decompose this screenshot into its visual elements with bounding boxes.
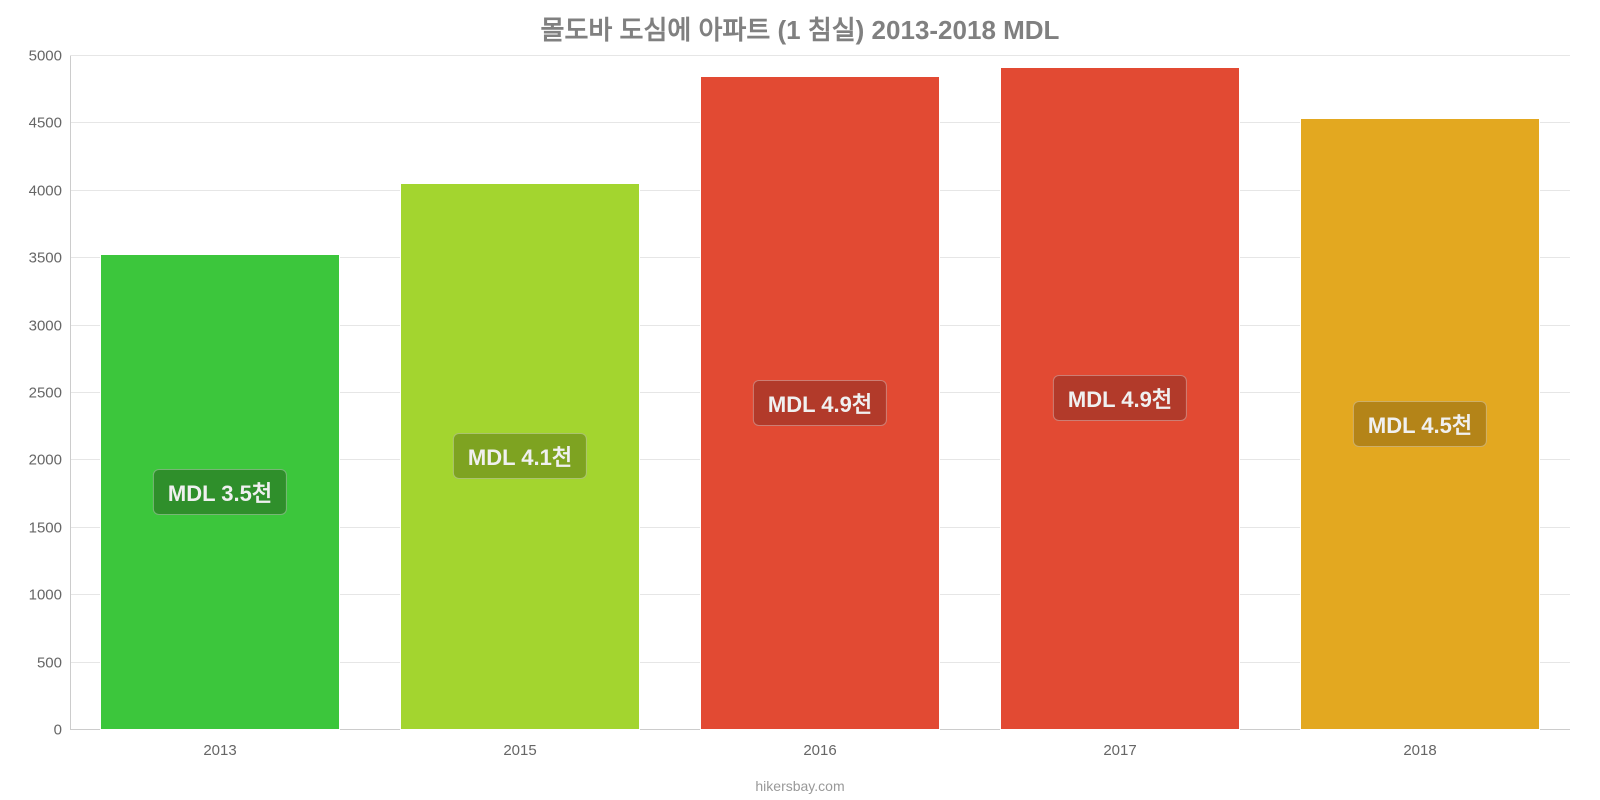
chart-container: 몰도바 도심에 아파트 (1 침실) 2013-2018 MDL MDL 3.5… — [0, 0, 1600, 800]
bar-value-label: MDL 4.9천 — [1053, 375, 1187, 421]
y-tick-label: 2000 — [29, 452, 70, 469]
y-tick-label: 3000 — [29, 317, 70, 334]
bar: MDL 4.9천 — [1000, 67, 1240, 730]
bar-value-label: MDL 4.9천 — [753, 380, 887, 426]
y-tick-label: 2500 — [29, 385, 70, 402]
y-tick-label: 3500 — [29, 250, 70, 267]
bar-slot: MDL 4.9천2016 — [670, 56, 970, 730]
x-tick-label: 2013 — [203, 730, 236, 759]
bar: MDL 3.5천 — [100, 254, 340, 730]
bar-slot: MDL 4.1천2015 — [370, 56, 670, 730]
bar-value-label: MDL 4.5천 — [1353, 401, 1487, 447]
bar: MDL 4.9천 — [700, 76, 940, 730]
bar-value-label: MDL 4.1천 — [453, 433, 587, 479]
y-tick-label: 0 — [54, 722, 70, 739]
bar-value-label: MDL 3.5천 — [153, 469, 287, 515]
plot-area: MDL 3.5천2013MDL 4.1천2015MDL 4.9천2016MDL … — [70, 56, 1570, 730]
x-tick-label: 2017 — [1103, 730, 1136, 759]
x-tick-label: 2015 — [503, 730, 536, 759]
bar-slot: MDL 4.9천2017 — [970, 56, 1270, 730]
x-tick-label: 2018 — [1403, 730, 1436, 759]
bar-slot: MDL 4.5천2018 — [1270, 56, 1570, 730]
y-tick-label: 1000 — [29, 587, 70, 604]
bar: MDL 4.5천 — [1300, 118, 1540, 730]
bars-group: MDL 3.5천2013MDL 4.1천2015MDL 4.9천2016MDL … — [70, 56, 1570, 730]
y-tick-label: 1500 — [29, 519, 70, 536]
y-tick-label: 4500 — [29, 115, 70, 132]
y-tick-label: 4000 — [29, 182, 70, 199]
bar: MDL 4.1천 — [400, 183, 640, 730]
y-tick-label: 5000 — [29, 48, 70, 65]
x-tick-label: 2016 — [803, 730, 836, 759]
chart-title: 몰도바 도심에 아파트 (1 침실) 2013-2018 MDL — [0, 0, 1600, 47]
chart-footer: hikersbay.com — [0, 778, 1600, 794]
y-tick-label: 500 — [37, 654, 70, 671]
bar-slot: MDL 3.5천2013 — [70, 56, 370, 730]
